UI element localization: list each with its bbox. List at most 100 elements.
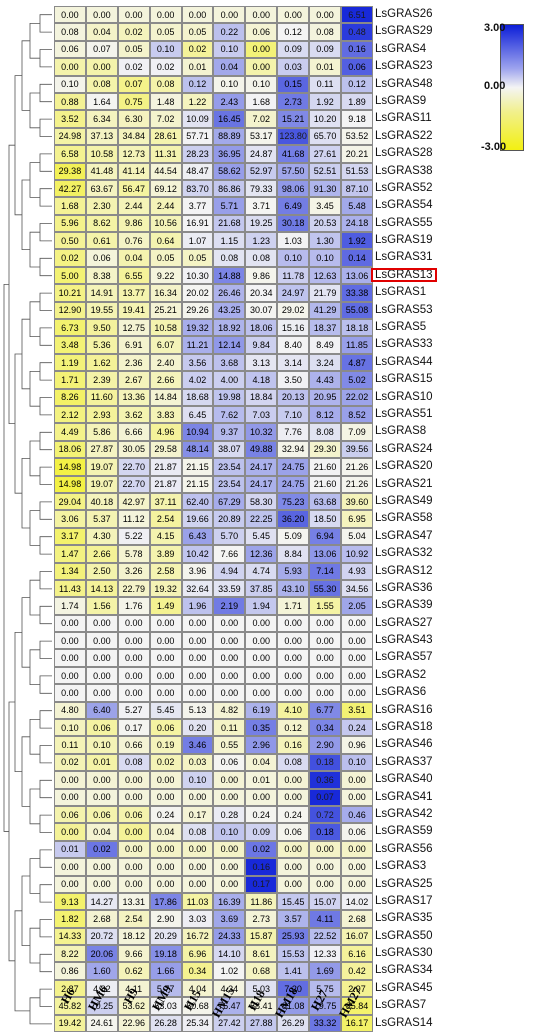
row-label: LsGRAS46 (375, 738, 433, 751)
heatmap-cell: 0.42 (341, 962, 373, 980)
heatmap-cell: 0.34 (181, 962, 214, 980)
heatmap-cell: 0.00 (149, 858, 182, 876)
heatmap-cell: 10.20 (309, 110, 342, 128)
heatmap-cell: 0.00 (245, 649, 278, 667)
heatmap-cell: 4.18 (245, 371, 278, 389)
heatmap-cell: 42.97 (117, 492, 150, 511)
heatmap-cell: 53.62 (117, 997, 150, 1015)
heatmap-cell: 0.07 (309, 788, 342, 806)
heatmap-cell: 20.72 (85, 927, 118, 946)
heatmap-cell: 0.09 (277, 40, 310, 59)
dendrogram-branch (14, 353, 22, 494)
heatmap-row: 0.00 0.00 0.00 0.00 0.00 0.00 0.00 0.00 0.00 0.00 (54, 614, 374, 633)
heatmap-cell: 0.10 (85, 736, 118, 754)
row-label: LsGRAS4 (375, 42, 427, 55)
dendrogram-branch (39, 571, 52, 590)
dendrogram-branch (29, 927, 40, 964)
dendrogram-branch (39, 327, 52, 346)
heatmap-cell: 52.51 (309, 162, 342, 180)
heatmap-cell: 2.96 (245, 736, 278, 754)
heatmap-cell: 2.97 (341, 979, 373, 998)
heatmap-cell: 0.12 (341, 75, 373, 93)
heatmap-cell: 60.68 (181, 997, 214, 1015)
row-label: LsGRAS59 (375, 825, 433, 838)
heatmap-cell: 0.08 (54, 23, 86, 41)
heatmap-cell: 5.71 (213, 197, 246, 215)
heatmap-cell: 0.10 (245, 75, 278, 93)
heatmap-cell: 41.14 (117, 162, 150, 180)
heatmap-cell: 0.10 (213, 40, 246, 59)
heatmap-cell: 0.00 (117, 788, 150, 806)
heatmap-cell: 0.04 (245, 753, 278, 772)
heatmap-cell: 0.01 (181, 58, 214, 76)
heatmap-cell: 0.05 (181, 23, 214, 41)
heatmap-cell: 0.68 (245, 962, 278, 980)
heatmap-cell: 3.62 (117, 405, 150, 424)
heatmap-cell: 0.12 (181, 75, 214, 93)
heatmap-cell: 4.80 (54, 701, 86, 720)
heatmap-cell: 0.00 (117, 840, 150, 859)
heatmap-cell: 5.70 (213, 527, 246, 546)
heatmap-cell: 19.32 (149, 579, 182, 598)
heatmap-cell: 0.61 (85, 232, 118, 250)
heatmap-cell: 0.16 (277, 736, 310, 754)
heatmap-cell: 1.82 (54, 910, 86, 928)
heatmap-cell: 0.17 (245, 875, 278, 893)
heatmap-cell: 12.73 (117, 145, 150, 163)
heatmap-cell: 0.00 (213, 788, 246, 806)
heatmap-cell: 10.21 (54, 284, 86, 302)
heatmap-cell: 26.46 (213, 284, 246, 302)
heatmap-cell: 33.38 (341, 284, 373, 302)
heatmap-cell: 0.28 (213, 805, 246, 824)
heatmap-cell: 8.84 (277, 545, 310, 563)
heatmap-cell: 2.36 (117, 353, 150, 372)
heatmap-cell: 25.21 (149, 301, 182, 320)
heatmap-cell: 1.66 (149, 962, 182, 980)
row-label: LsGRAS21 (375, 477, 433, 490)
heatmap-cell: 14.27 (85, 892, 118, 911)
heatmap-cell: 16.07 (341, 927, 373, 946)
heatmap-cell: 0.00 (213, 666, 246, 685)
heatmap-cell: 4.93 (341, 562, 373, 580)
dendrogram-branch (39, 257, 52, 277)
heatmap-cell: 14.84 (149, 388, 182, 406)
heatmap-cell: 11.78 (277, 266, 310, 285)
heatmap-cell: 1.94 (245, 597, 278, 615)
heatmap-cell: 13.36 (117, 388, 150, 406)
heatmap-cell: 0.04 (117, 249, 150, 267)
heatmap-cell: 21.79 (309, 284, 342, 302)
heatmap-cell: 41.68 (277, 145, 310, 163)
heatmap-cell: 32.64 (181, 579, 214, 598)
row-label: LsGRAS10 (375, 390, 433, 403)
heatmap-cell: 0.00 (54, 614, 86, 633)
heatmap-cell: 98.06 (277, 179, 310, 198)
heatmap-cell: 0.11 (309, 75, 342, 93)
heatmap-row: 10.21 14.91 13.77 16.34 20.02 26.46 20.34 24.97… (54, 284, 374, 302)
heatmap-row: 0.06 0.07 0.05 0.10 0.02 0.10 0.00 0.09 0.09 0.16 (54, 40, 374, 59)
heatmap-cell: 0.08 (277, 753, 310, 772)
heatmap-cell: 0.00 (181, 666, 214, 685)
dendrogram-branch (29, 440, 40, 477)
heatmap-cell: 24.98 (54, 127, 86, 146)
heatmap-cell: 0.00 (117, 875, 150, 893)
heatmap-cell: 0.00 (54, 632, 86, 650)
heatmap-cell: 0.00 (277, 875, 310, 893)
heatmap-cell: 0.00 (277, 632, 310, 650)
heatmap-cell: 18.50 (309, 510, 342, 528)
heatmap-cell: 3.14 (277, 353, 310, 372)
heatmap-row: 3.48 5.36 6.91 6.07 11.21 12.14 9.84 8.40 8.49 11… (54, 336, 374, 354)
heatmap-cell: 19.25 (245, 214, 278, 233)
heatmap-cell: 13.31 (117, 892, 150, 911)
heatmap-cell: 55.30 (309, 579, 342, 598)
heatmap-row: 42.27 63.67 56.47 69.12 83.70 86.86 79.33 98.06… (54, 179, 374, 198)
heatmap-cell: 2.73 (277, 92, 310, 111)
heatmap-cell: 0.00 (309, 632, 342, 650)
heatmap-cell: 1.19 (54, 353, 86, 372)
heatmap-cell: 10.94 (181, 423, 214, 441)
heatmap-cell: 10.09 (181, 110, 214, 128)
dendrogram-branch (39, 849, 52, 868)
heatmap-cell: 0.00 (117, 614, 150, 633)
heatmap-row: 0.00 0.00 0.00 0.00 0.00 0.00 0.00 0.00 0.00 0.00 (54, 632, 374, 650)
heatmap-row: 2.12 2.93 3.62 3.83 6.45 7.62 7.03 7.10 8.12 8.52 (54, 405, 374, 424)
row-label: LsGRAS47 (375, 529, 433, 542)
